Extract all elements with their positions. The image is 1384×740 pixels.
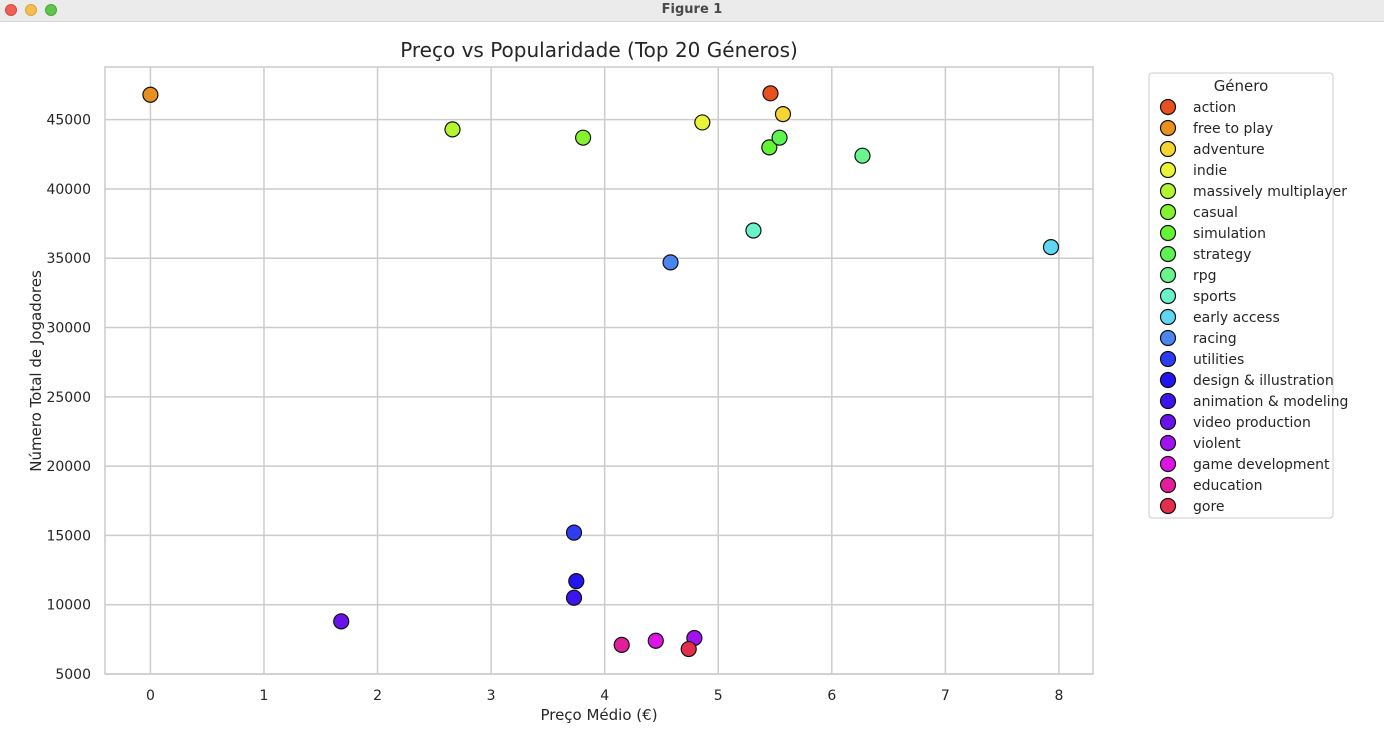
legend-marker-utilities	[1159, 350, 1177, 368]
scatter-chart: Preço vs Popularidade (Top 20 Géneros) 0…	[27, 38, 1348, 724]
legend-label-strategy: strategy	[1193, 247, 1251, 263]
legend-marker-animation-modeling	[1159, 392, 1177, 410]
x-tick-label: 4	[600, 688, 609, 704]
legend-title: Género	[1214, 77, 1269, 95]
y-tick-labels: 5000 10000 15000 20000 25000 30000 35000 40000 4…	[46, 113, 91, 683]
close-window-button[interactable]	[5, 4, 17, 16]
data-point-game-development	[647, 632, 664, 649]
y-tick-label: 40000	[46, 182, 91, 198]
legend-marker-casual	[1159, 203, 1177, 221]
plot-area	[104, 66, 1094, 675]
legend-label-violent: violent	[1193, 436, 1241, 452]
data-point-adventure	[774, 106, 792, 123]
legend-marker-strategy	[1159, 245, 1177, 263]
legend-marker-game-development	[1159, 455, 1177, 473]
legend-label-racing: racing	[1193, 331, 1237, 347]
y-tick-label: 25000	[46, 390, 91, 406]
y-tick-label: 30000	[46, 321, 91, 337]
legend-marker-sports	[1159, 287, 1177, 305]
legend-marker-education	[1159, 476, 1177, 494]
x-tick-label: 0	[146, 688, 155, 704]
y-axis-label: Número Total de Jogadores	[27, 270, 45, 472]
legend-label-rpg: rpg	[1193, 268, 1217, 284]
minimize-window-button[interactable]	[25, 4, 37, 16]
x-tick-label: 6	[827, 688, 836, 704]
legend-marker-video-production	[1159, 413, 1177, 431]
legend-marker-action	[1159, 98, 1177, 116]
data-point-utilities	[565, 524, 583, 541]
chart-title: Preço vs Popularidade (Top 20 Géneros)	[400, 38, 798, 62]
legend-label-early-access: early access	[1193, 310, 1280, 326]
data-point-early-access	[1042, 239, 1060, 256]
legend-marker-gore	[1159, 497, 1177, 515]
legend-marker-adventure	[1159, 140, 1177, 158]
y-tick-label: 5000	[55, 667, 91, 683]
legend-label-game-development: game development	[1193, 457, 1330, 473]
y-tick-label: 15000	[46, 528, 91, 544]
legend: Género action free to play adventure indie m…	[1148, 72, 1348, 519]
data-point-casual	[575, 129, 592, 146]
data-point-free-to-play	[142, 86, 159, 103]
legend-label-action: action	[1193, 100, 1236, 116]
x-tick-label: 1	[260, 688, 269, 704]
data-point-design-illustration	[568, 573, 585, 590]
legend-label-massively-multiplayer: massively multiplayer	[1193, 184, 1347, 200]
x-tick-label: 5	[714, 688, 723, 704]
grid-lines	[105, 67, 1093, 675]
legend-marker-simulation	[1159, 224, 1177, 242]
x-tick-label: 7	[941, 688, 950, 704]
legend-label-sports: sports	[1193, 289, 1236, 305]
data-point-strategy	[771, 129, 788, 146]
window-titlebar: Figure 1	[0, 0, 1384, 22]
y-tick-label: 35000	[46, 251, 91, 267]
legend-marker-free-to-play	[1159, 119, 1177, 137]
zoom-window-button[interactable]	[45, 4, 57, 16]
data-point-racing	[662, 254, 679, 271]
y-tick-label: 10000	[46, 598, 91, 614]
legend-label-casual: casual	[1193, 205, 1238, 221]
legend-label-education: education	[1193, 478, 1262, 494]
data-point-sports	[745, 222, 762, 239]
legend-label-free-to-play: free to play	[1193, 121, 1273, 137]
legend-label-adventure: adventure	[1193, 142, 1265, 158]
legend-label-animation-modeling: animation & modeling	[1193, 394, 1348, 410]
legend-marker-violent	[1159, 434, 1177, 452]
data-point-action	[762, 85, 779, 102]
data-point-animation-modeling	[565, 589, 583, 606]
legend-label-gore: gore	[1193, 499, 1225, 515]
legend-box	[1148, 72, 1334, 519]
x-tick-label: 2	[373, 688, 382, 704]
data-point-education	[613, 636, 630, 653]
data-point-rpg	[854, 147, 871, 164]
x-tick-labels: 0 1 2 3 4 5 6 7 8	[146, 688, 1063, 704]
data-point-indie	[694, 114, 711, 131]
window-title: Figure 1	[661, 2, 723, 17]
data-point-video-production	[333, 613, 350, 630]
legend-marker-rpg	[1159, 266, 1177, 284]
legend-label-simulation: simulation	[1193, 226, 1266, 242]
legend-marker-design-illustration	[1159, 371, 1177, 389]
x-axis-label: Preço Médio (€)	[540, 706, 657, 724]
legend-marker-early-access	[1159, 308, 1177, 326]
legend-label-utilities: utilities	[1193, 352, 1244, 368]
data-point-massively-multiplayer	[444, 121, 461, 138]
x-tick-label: 8	[1054, 688, 1063, 704]
y-tick-label: 20000	[46, 459, 91, 475]
legend-items: action free to play adventure indie massivel…	[1159, 98, 1348, 515]
x-tick-label: 3	[487, 688, 496, 704]
legend-marker-massively-multiplayer	[1159, 182, 1177, 200]
legend-marker-indie	[1159, 161, 1177, 179]
data-points	[142, 85, 1060, 658]
legend-marker-racing	[1159, 329, 1177, 347]
data-point-gore	[680, 640, 697, 658]
data-point-simulation	[761, 139, 778, 156]
legend-label-design-illustration: design & illustration	[1193, 373, 1334, 389]
legend-label-video-production: video production	[1193, 415, 1311, 431]
legend-label-indie: indie	[1193, 163, 1227, 179]
y-tick-label: 45000	[46, 113, 91, 129]
